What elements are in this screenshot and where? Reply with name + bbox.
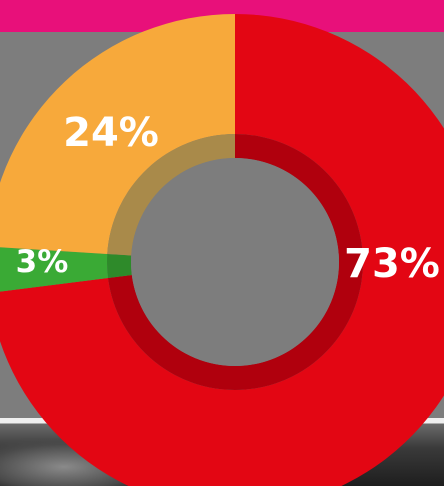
slice-inner-ring-3 <box>107 134 235 256</box>
donut-hole <box>131 158 339 366</box>
slice-label-2: 3% <box>16 244 69 280</box>
labels-group: 73% 3% 24% <box>16 110 440 287</box>
slice-1 <box>0 14 444 486</box>
slices-group <box>0 14 444 486</box>
slice-label-1: 73% <box>344 241 440 287</box>
inner-ring-group <box>107 134 364 391</box>
slice-label-3: 24% <box>63 110 159 156</box>
slice-2 <box>0 247 109 292</box>
slice-3 <box>0 14 235 254</box>
slice-inner-ring-2 <box>107 253 132 279</box>
